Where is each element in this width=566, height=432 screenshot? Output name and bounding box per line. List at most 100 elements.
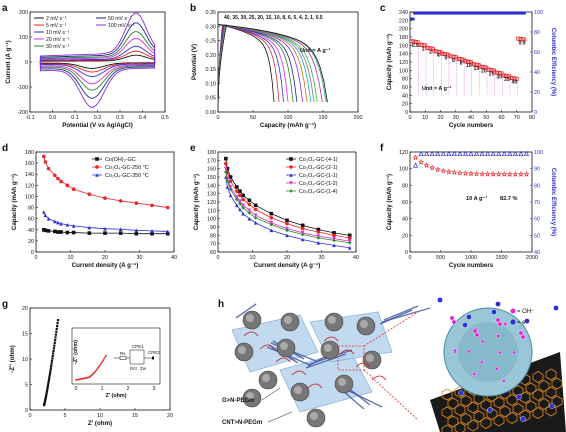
data-point [269, 216, 274, 220]
data-point [285, 233, 289, 238]
y2-axis-title: Columbic Efficiency (%) [550, 168, 556, 236]
discharge-curve-6 [217, 24, 304, 103]
data-point [118, 231, 123, 235]
inset-x-tick-label: 0 [75, 386, 78, 392]
data-point [457, 150, 463, 157]
data-point [316, 230, 321, 234]
x-tick-label: 0 [217, 255, 220, 261]
unit-label: Unit = A g⁻¹ [422, 86, 452, 92]
y-axis-title: Capacity (mAh g⁻¹) [386, 174, 393, 230]
hydroxide-ion [503, 322, 508, 326]
data-point [289, 181, 293, 185]
data-point [44, 396, 47, 399]
hydroxide-ion [480, 339, 485, 344]
hydroxide-ion [480, 360, 484, 365]
y-tick-label: 20 [22, 306, 28, 312]
y-tick-label: 80 [28, 206, 34, 212]
series-line-4 [225, 171, 350, 244]
hexagon [532, 407, 544, 419]
data-point [165, 205, 170, 210]
cpe2-label: CPE2 [148, 350, 160, 355]
data-point [473, 170, 480, 177]
data-point [512, 150, 518, 157]
data-point [53, 219, 57, 224]
y-tick-label: 40 [402, 217, 408, 223]
legend-entry: 30 mV s⁻¹ [46, 44, 70, 50]
particle-highlight [366, 354, 374, 362]
data-point [52, 347, 56, 350]
data-point [44, 398, 47, 401]
data-point [228, 193, 233, 198]
x-tick-label: 50 [483, 115, 489, 121]
particle-highlight [338, 378, 346, 386]
data-point [103, 358, 105, 360]
hexagon [441, 424, 453, 432]
electron [491, 309, 497, 315]
electron [495, 301, 501, 307]
hexagon [532, 371, 544, 383]
legend-entry: 2 mV s⁻¹ [46, 16, 67, 22]
hydroxide-ion [495, 367, 499, 371]
data-point [435, 150, 441, 157]
data-point [98, 365, 100, 368]
data-point [332, 243, 336, 248]
data-point [269, 211, 274, 216]
x-tick-label: 20 [167, 413, 173, 419]
zoom-box [337, 345, 365, 371]
data-point [316, 241, 321, 245]
data-point [468, 170, 474, 177]
data-point [490, 150, 496, 157]
y-tick-label: 130 [207, 192, 216, 198]
data-point [462, 170, 469, 176]
y-tick-label: 200 [399, 27, 408, 33]
data-point [440, 150, 446, 157]
data-point [506, 171, 513, 177]
panel-label-e: e [190, 143, 196, 154]
hydroxide-ion [474, 332, 480, 338]
electron-path-arrow [243, 331, 259, 337]
data-point [235, 195, 239, 199]
y-tick-label: 120 [25, 183, 34, 189]
hydroxide-ion [453, 348, 457, 353]
x-tick-label: 0 [29, 413, 32, 419]
data-point [238, 201, 242, 206]
hexagon [441, 406, 453, 419]
data-point [501, 150, 507, 157]
y2-tick-label: 20 [534, 90, 540, 96]
x-tick-label: 100 [284, 115, 293, 121]
data-point [253, 216, 258, 220]
data-point [289, 173, 293, 177]
hexagon [545, 368, 557, 381]
x-tick-label: 10 [422, 115, 428, 121]
electron-path-arrow [371, 375, 387, 381]
zw-label: Zw [140, 366, 147, 371]
hydroxide-ion [520, 334, 526, 340]
x-axis-title: Cycle numbers [449, 122, 494, 129]
data-point [241, 211, 245, 216]
legend-entry: 50 mV s⁻¹ [108, 16, 132, 22]
data-point [44, 395, 48, 398]
hexagon [493, 414, 505, 427]
data-point [224, 161, 228, 166]
x-axis-title: Cycle numbers [449, 262, 494, 269]
data-point [48, 371, 52, 375]
data-point [53, 341, 56, 345]
data-point [418, 150, 424, 157]
particle-highlight [310, 412, 318, 420]
data-point [46, 229, 51, 233]
series-line-3 [225, 168, 350, 242]
y-tick-label: 100 [19, 35, 28, 41]
y-tick-label: 80 [210, 233, 216, 239]
rct-label: Rct [130, 366, 137, 371]
data-point [228, 175, 233, 179]
data-point [347, 246, 352, 250]
y-tick-label: -100 [17, 85, 28, 91]
data-point [49, 367, 52, 370]
y2-tick-label: 60 [534, 217, 540, 223]
y2-tick-label: 80 [534, 183, 540, 189]
x-tick-label: 10 [68, 255, 74, 261]
cv-curve-6 [39, 12, 156, 108]
cnt-strand [235, 303, 257, 319]
data-point [485, 150, 491, 157]
legend-entry: Co₃O₄-GC-(2-1) [299, 165, 338, 171]
